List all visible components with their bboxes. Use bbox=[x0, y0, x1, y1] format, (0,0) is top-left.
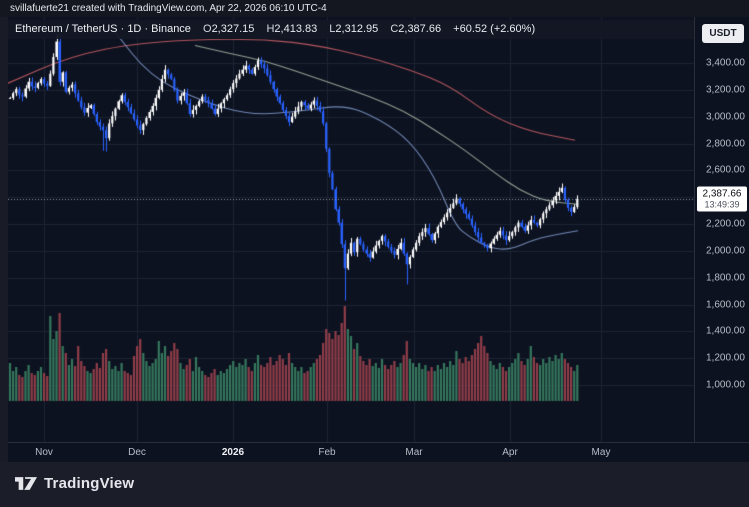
time-tick-month: Nov bbox=[35, 447, 53, 458]
legend-separator: · bbox=[144, 23, 149, 35]
time-tick-year: 2026 bbox=[221, 447, 245, 458]
high-key: H bbox=[266, 23, 275, 35]
price-tick: 1,000.00 bbox=[706, 379, 745, 391]
exchange-label[interactable]: Binance bbox=[151, 23, 191, 35]
price-tick: 3,200.00 bbox=[706, 84, 745, 96]
tradingview-logo-icon bbox=[15, 477, 37, 490]
symbol-legend: Ethereum / TetherUS · 1D · Binance O2,32… bbox=[8, 20, 694, 39]
time-tick-month: Mar bbox=[405, 447, 423, 458]
time-tick-month: Dec bbox=[128, 447, 146, 458]
price-tick: 2,200.00 bbox=[706, 218, 745, 230]
close-key: C bbox=[390, 23, 399, 35]
footer-bar: TradingView bbox=[0, 462, 749, 507]
bar-countdown: 13:49:39 bbox=[704, 199, 740, 210]
low-key: L bbox=[329, 23, 336, 35]
open-value: 2,327.15 bbox=[211, 23, 255, 35]
open-key: O bbox=[203, 23, 212, 35]
tradingview-logo: TradingView bbox=[15, 475, 134, 492]
time-tick-month: May bbox=[591, 447, 611, 458]
price-chart-canvas[interactable] bbox=[8, 17, 694, 442]
time-scale[interactable]: Nov Dec 2026 Feb Mar Apr May bbox=[8, 442, 749, 462]
price-tick: 3,000.00 bbox=[706, 111, 745, 123]
currency-toggle-button[interactable]: USDT bbox=[702, 24, 744, 43]
price-tick: 1,400.00 bbox=[706, 325, 745, 337]
attribution-bar: svillafuerte21 created with TradingView.… bbox=[0, 0, 749, 17]
high-value: 2,413.83 bbox=[274, 23, 318, 35]
change-label: +60.52 (+2.60%) bbox=[453, 23, 536, 35]
attribution-text: svillafuerte21 created with TradingView.… bbox=[10, 3, 327, 14]
time-tick-month: Feb bbox=[318, 447, 336, 458]
price-scale[interactable]: USDT 2,387.66 13:49:39 3,400.00 3,200.00 3… bbox=[694, 17, 749, 442]
price-tick: 3,400.00 bbox=[706, 57, 745, 69]
tradingview-logo-text: TradingView bbox=[44, 475, 135, 492]
price-tick: 1,200.00 bbox=[706, 352, 745, 364]
price-tick: 1,800.00 bbox=[706, 272, 745, 284]
time-tick-month: Apr bbox=[502, 447, 518, 458]
interval-label[interactable]: 1D bbox=[127, 23, 142, 35]
close-value: 2,387.66 bbox=[398, 23, 442, 35]
last-price-label: 2,387.66 13:49:39 bbox=[697, 186, 747, 212]
price-tick: 2,600.00 bbox=[706, 164, 745, 176]
chart-pane[interactable]: Ethereum / TetherUS · 1D · Binance O2,32… bbox=[8, 17, 694, 442]
legend-separator: · bbox=[120, 23, 125, 35]
price-tick: 1,600.00 bbox=[706, 299, 745, 311]
low-value: 2,312.95 bbox=[335, 23, 379, 35]
last-price-value: 2,387.66 bbox=[702, 188, 742, 200]
price-tick: 2,800.00 bbox=[706, 138, 745, 150]
symbol-title[interactable]: Ethereum / TetherUS bbox=[15, 23, 118, 35]
price-tick: 2,000.00 bbox=[706, 245, 745, 257]
